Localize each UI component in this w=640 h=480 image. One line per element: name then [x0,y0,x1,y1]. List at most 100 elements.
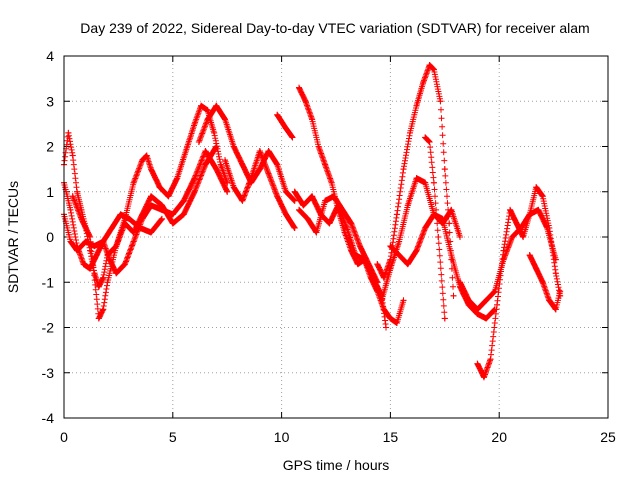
data-point [230,143,237,150]
data-point [557,288,564,295]
data-point [446,220,453,227]
data-point [435,234,442,240]
data-point [322,161,329,168]
data-point [143,152,150,159]
data-point [100,306,107,313]
data-point [87,265,94,272]
data-point [217,161,224,168]
data-point [180,197,187,204]
y-tick-label: -4 [42,410,55,426]
data-point [400,166,407,173]
data-series [61,62,564,381]
data-point [339,206,346,213]
data-point [74,247,81,254]
data-point [78,215,85,222]
data-point [313,229,320,236]
x-tick-label: 25 [600,429,616,445]
data-point [165,193,172,200]
data-point [546,224,553,231]
data-point [169,211,176,218]
series-track-7 [274,111,296,141]
chart-title: Day 239 of 2022, Sidereal Day-to-day VTE… [80,20,589,36]
data-point [422,179,429,186]
data-point [448,206,455,213]
data-point [213,143,220,150]
data-point [430,179,437,186]
data-point [274,161,281,168]
data-point [533,265,540,272]
data-point [507,206,514,213]
data-point [224,188,231,195]
data-point [494,301,501,308]
data-point [117,211,124,218]
data-point [483,315,490,322]
data-point [296,206,303,213]
data-point [104,279,111,286]
data-point [202,161,209,168]
data-point [509,234,516,240]
data-point [121,220,128,227]
data-point [526,211,533,218]
data-point [65,129,72,136]
series-track-11 [374,62,457,299]
data-point [483,297,490,304]
data-point [139,157,146,164]
data-point [296,84,303,91]
data-point [500,247,507,254]
data-point [474,306,481,313]
data-point [113,270,120,277]
data-point [69,152,76,159]
data-point [426,62,433,69]
data-point [450,292,457,299]
y-tick-label: 0 [46,229,54,245]
data-point [256,148,263,155]
y-tick-label: 4 [46,48,54,64]
data-point [95,283,102,290]
data-point [491,288,498,295]
series-track-10 [296,193,381,286]
data-point [426,138,433,145]
data-point [95,315,102,322]
data-point [158,202,165,209]
data-point [328,179,335,186]
data-point [211,129,218,136]
data-point [315,143,322,150]
data-point [533,184,540,191]
data-point [535,206,542,213]
y-tick-label: 2 [46,139,54,155]
x-tick-label: 15 [383,429,399,445]
data-point [322,197,329,204]
data-point [137,224,144,231]
data-point [74,188,81,195]
data-point [239,197,246,204]
data-point [282,125,289,132]
data-point [69,193,76,200]
data-point [304,215,311,222]
data-point [487,356,494,363]
data-point [406,129,413,136]
data-point [539,279,546,286]
data-point [393,319,400,326]
data-point [113,243,120,250]
data-point [422,224,429,231]
data-point [195,138,202,145]
plot-frame [63,55,609,419]
data-point [108,224,115,231]
y-axis-label: SDTVAR / TECUs [5,181,21,293]
data-point [374,279,381,286]
data-point [300,202,307,209]
data-point [404,202,411,209]
data-point [169,220,176,227]
data-point [67,206,74,213]
data-point [441,315,448,322]
y-tick-label: -1 [42,274,55,290]
data-point [239,161,246,168]
data-point [309,116,316,123]
data-point [222,157,229,164]
data-point [156,184,163,191]
data-point [474,360,481,367]
data-point [552,270,559,277]
y-tick-label: -2 [42,320,55,336]
data-point [180,211,187,218]
